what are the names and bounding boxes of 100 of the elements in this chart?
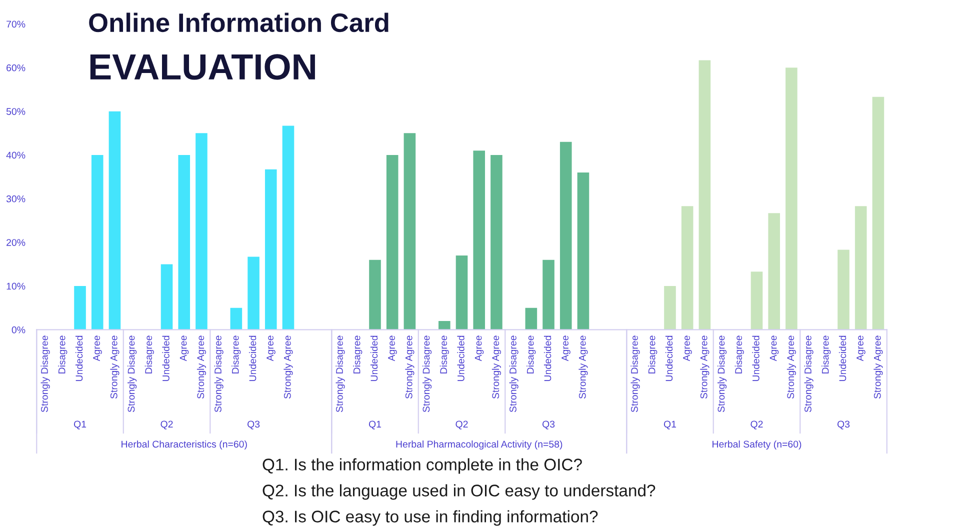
text: Herbal Safety (n=60) — [712, 440, 802, 450]
x-tick-label: Disagree — [58, 336, 68, 374]
x-tick-label: Undecided — [665, 336, 673, 381]
x-tick-label: Undecided — [249, 336, 256, 381]
x-tick-label: Strongly Disagree — [40, 336, 50, 412]
bar — [108, 111, 121, 330]
x-tick-label: Disagree — [648, 336, 658, 374]
x-tick-label: Disagree — [526, 336, 536, 374]
bar — [490, 155, 502, 330]
x-tick-label: Agree — [683, 336, 692, 362]
x-tick-label: Agree — [266, 336, 276, 362]
bar — [230, 308, 242, 330]
bar — [768, 213, 780, 330]
x-tick-label: Strongly Agree — [874, 336, 883, 399]
x-tick-label: Undecided — [370, 336, 378, 381]
text: Q3 — [542, 420, 555, 430]
bar — [404, 133, 416, 330]
bar — [698, 60, 711, 330]
x-tick-label: Strongly Agree — [196, 336, 206, 399]
x-tick-label: Strongly Agree — [284, 336, 293, 399]
x-tick-label: Strongly Agree — [405, 336, 414, 399]
text: Herbal Pharmacological Activity (n=58) — [396, 440, 562, 450]
x-tick-label: Strongly Agree — [578, 336, 588, 399]
text: Q2 — [456, 420, 468, 430]
text: Q2. Is the language used in OIC easy to understand? — [262, 484, 656, 500]
bar — [456, 255, 468, 330]
x-tick-label: Undecided — [162, 336, 170, 381]
x-tick-label: Strongly Agree — [786, 336, 796, 399]
x-tick-label: Agree — [180, 336, 189, 362]
bar — [160, 264, 173, 330]
x-tick-label: Agree — [93, 336, 102, 362]
bar — [750, 272, 763, 330]
bar — [178, 155, 190, 330]
x-tick-label: Disagree — [734, 336, 744, 374]
y-tick-label: 40% — [6, 152, 26, 159]
x-tick-label: Agree — [562, 336, 570, 362]
bar — [542, 260, 554, 330]
x-tick-label: Disagree — [440, 336, 449, 374]
y-tick-label: 60% — [6, 64, 26, 72]
x-tick-label: Disagree — [232, 336, 241, 374]
x-tick-label: Undecided — [752, 336, 760, 381]
x-tick-label: Undecided — [544, 336, 552, 381]
x-tick-label: Strongly Disagree — [336, 336, 345, 412]
x-tick-label: Strongly Agree — [110, 336, 120, 399]
text: Q1 — [664, 420, 676, 430]
x-tick-label: Strongly Disagree — [214, 336, 224, 412]
text: Q1 — [74, 420, 86, 430]
bar — [473, 150, 486, 330]
bar — [282, 126, 294, 330]
bar — [786, 68, 798, 330]
bar — [264, 169, 277, 330]
bar — [872, 96, 884, 330]
x-tick-label: Undecided — [457, 336, 464, 381]
x-tick-label: Strongly Disagree — [128, 336, 137, 412]
x-tick-label: Disagree — [353, 336, 362, 374]
x-tick-label: Undecided — [75, 336, 83, 381]
x-tick-label: Strongly Disagree — [718, 336, 727, 412]
chart-title: Online Information Card — [89, 12, 388, 32]
x-tick-label: Agree — [388, 336, 397, 362]
bar — [369, 260, 381, 330]
x-tick-label: Disagree — [144, 336, 154, 374]
x-tick-label: Agree — [770, 336, 779, 362]
x-tick-label: Disagree — [822, 336, 831, 374]
x-tick-label: Strongly Disagree — [509, 336, 518, 412]
bar — [196, 133, 208, 330]
text: Q3 — [837, 420, 850, 430]
y-tick-label: 20% — [6, 239, 26, 246]
text: Q1 — [368, 420, 382, 430]
text: Q2 — [750, 420, 763, 430]
text: EVALUATION — [90, 54, 315, 80]
bar — [74, 286, 86, 330]
y-tick-label: 0% — [12, 326, 26, 334]
x-tick-label: Strongly Disagree — [804, 336, 814, 412]
text: Herbal Characteristics (n=60) — [122, 440, 247, 450]
bar — [525, 308, 538, 330]
bar — [838, 250, 850, 330]
bar — [854, 206, 867, 330]
x-tick-label: Agree — [856, 336, 866, 362]
y-tick-label: 10% — [6, 282, 26, 290]
x-tick-label: Strongly Disagree — [422, 336, 432, 412]
x-tick-label: Strongly Agree — [492, 336, 501, 399]
x-tick-label: Undecided — [838, 336, 846, 381]
y-tick-label: 30% — [6, 195, 26, 202]
text: Q3 — [248, 420, 260, 430]
bar — [577, 172, 590, 330]
bar — [681, 206, 694, 330]
bar — [664, 286, 676, 330]
bar — [248, 256, 260, 330]
x-tick-label: Strongly Disagree — [630, 336, 640, 412]
text: Q3. Is OIC easy to use in finding information? — [262, 510, 598, 526]
y-tick-label: 70% — [6, 20, 26, 28]
text: Q2 — [160, 420, 173, 430]
text: Q1. Is the information complete in the OIC? — [262, 458, 582, 474]
x-tick-label: Strongly Agree — [700, 336, 710, 399]
x-tick-label: Agree — [474, 336, 484, 362]
bar — [438, 320, 450, 330]
bar — [386, 155, 398, 330]
y-tick-label: 50% — [6, 108, 26, 115]
bar — [91, 155, 104, 330]
bar — [560, 142, 572, 330]
